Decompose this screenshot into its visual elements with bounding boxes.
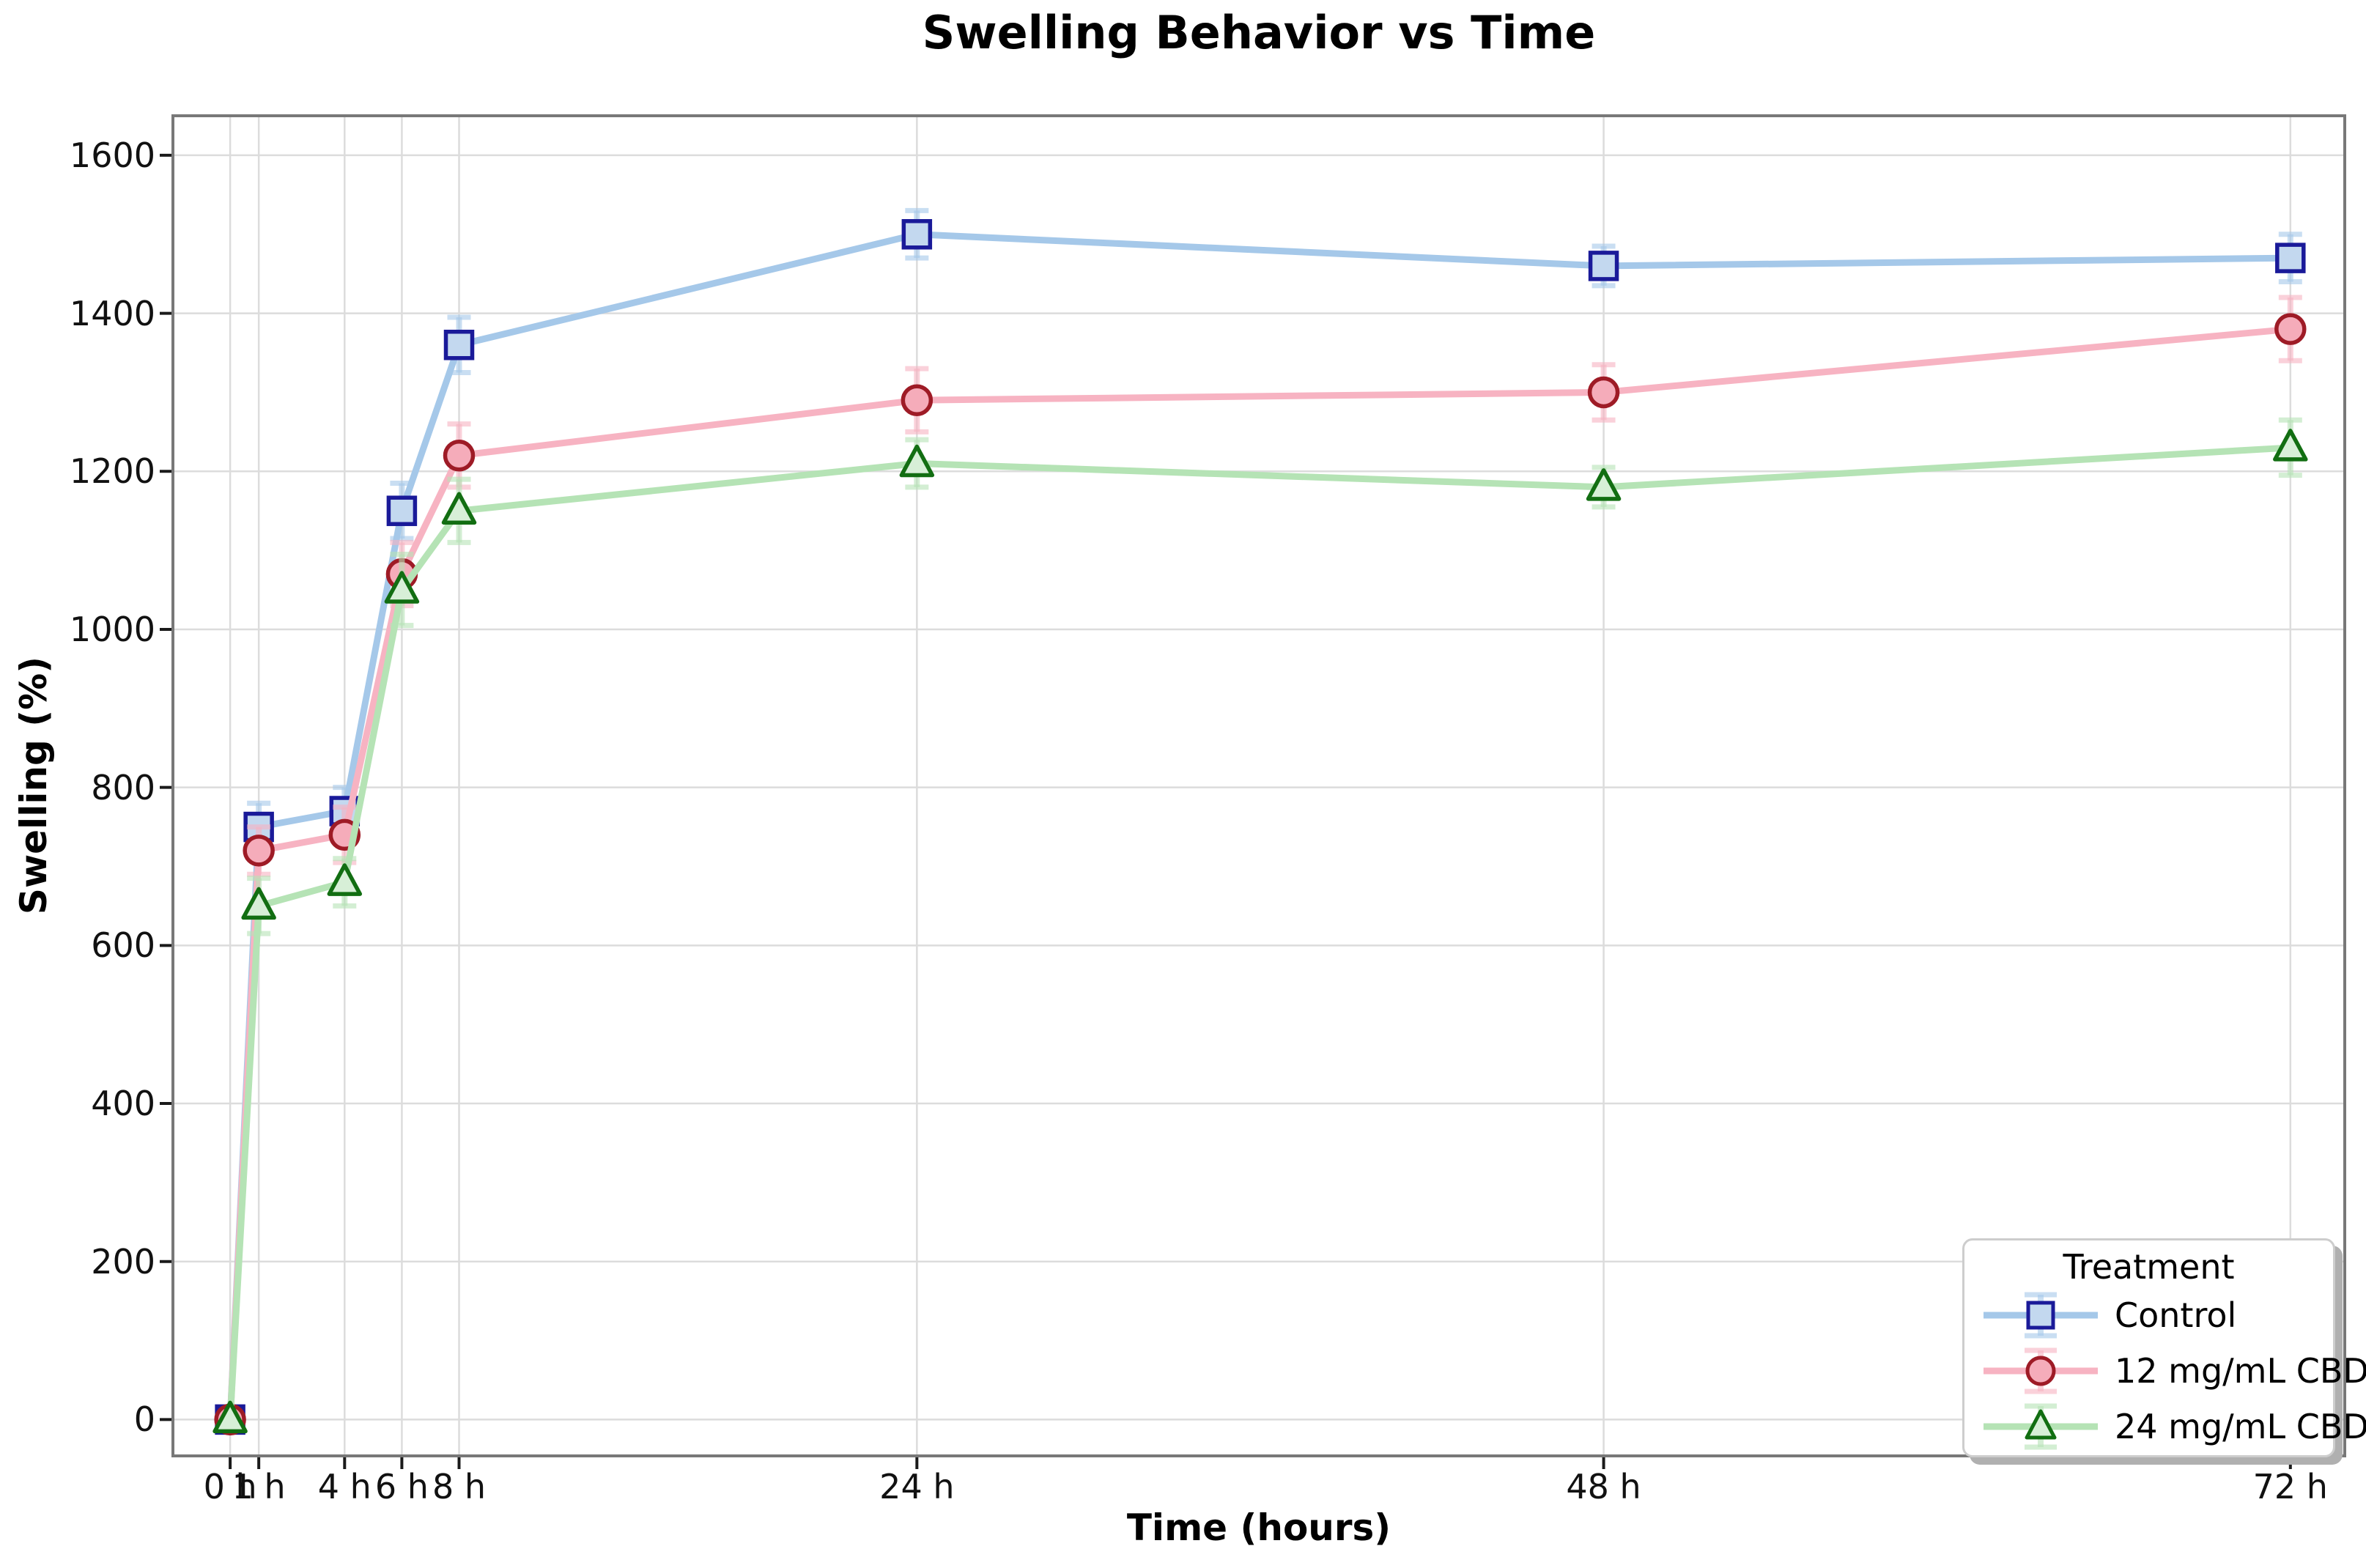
legend-entry-label: Control	[2115, 1295, 2237, 1335]
legend-marker	[2026, 1301, 2055, 1330]
x-tick-label: 24 h	[879, 1467, 955, 1506]
marker-24-mg-ml-cbd	[899, 444, 935, 478]
y-tick-label: 1200	[69, 451, 155, 492]
y-tick-label: 400	[91, 1084, 155, 1124]
plot-area	[160, 114, 2346, 1469]
marker-24-mg-ml-cbd	[441, 492, 477, 525]
y-tick-label: 800	[91, 767, 155, 807]
legend-entry-24-mg-ml-cbd: 24 mg/mL CBD	[1964, 1399, 2366, 1454]
y-tick-label: 200	[91, 1241, 155, 1282]
plot-canvas	[160, 114, 2346, 1469]
marker-24-mg-ml-cbd	[327, 863, 363, 896]
legend-marker-glyph	[1984, 1292, 2098, 1339]
x-tick-label: 72 h	[2252, 1467, 2328, 1506]
marker-control	[1588, 251, 1619, 281]
marker-24-mg-ml-cbd	[241, 887, 276, 920]
y-tick-label: 600	[91, 925, 155, 966]
legend-entry-12-mg-ml-cbd: 12 mg/mL CBD	[1964, 1343, 2366, 1399]
legend: Treatment Control 12 mg/mL CBD 24 mg/mL CB…	[1962, 1238, 2366, 1457]
legend-marker-glyph	[1984, 1347, 2098, 1394]
chart-title: Swelling Behavior vs Time	[922, 6, 1596, 59]
marker-control	[386, 495, 418, 526]
series-line-24-mg-ml-cbd	[226, 444, 2291, 1420]
y-tick-label: 1400	[69, 293, 155, 333]
legend-marker-glyph	[1984, 1403, 2098, 1450]
legend-title: Treatment	[2063, 1247, 2235, 1287]
x-axis-label: Time (hours)	[1126, 1506, 1391, 1549]
marker-24-mg-ml-cbd	[212, 1400, 248, 1434]
marker-control	[2275, 243, 2306, 273]
legend-entry-control: Control	[1964, 1287, 2333, 1343]
x-tick-label: 6 h	[374, 1467, 429, 1506]
legend-entry-label: 24 mg/mL CBD	[2115, 1407, 2366, 1446]
marker-12-mg-ml-cbd	[243, 835, 275, 867]
legend-entry-label: 12 mg/mL CBD	[2115, 1351, 2366, 1391]
marker-12-mg-ml-cbd	[443, 439, 476, 472]
x-tick-label: 1 h	[232, 1467, 286, 1506]
legend-entries: Control 12 mg/mL CBD 24 mg/mL CBD	[1964, 1287, 2366, 1454]
x-tick-label: 4 h	[317, 1467, 371, 1506]
x-tick-label: 48 h	[1566, 1467, 1641, 1506]
x-tick-label: 8 h	[432, 1467, 487, 1506]
y-tick-label: 1600	[69, 135, 155, 175]
marker-control	[901, 219, 933, 250]
marker-control	[443, 329, 475, 360]
marker-12-mg-ml-cbd	[901, 384, 934, 416]
legend-marker	[2025, 1356, 2056, 1386]
marker-24-mg-ml-cbd	[2273, 429, 2308, 462]
marker-24-mg-ml-cbd	[384, 571, 420, 604]
legend-marker	[2025, 1409, 2057, 1440]
y-tick-label: 0	[133, 1399, 155, 1440]
axes-frame	[171, 114, 2346, 1457]
marker-12-mg-ml-cbd	[2274, 313, 2307, 345]
x-tick-label: 0 h	[203, 1467, 257, 1506]
marker-12-mg-ml-cbd	[1587, 376, 1620, 409]
marker-24-mg-ml-cbd	[1586, 468, 1622, 501]
y-tick-label: 1000	[69, 609, 155, 649]
